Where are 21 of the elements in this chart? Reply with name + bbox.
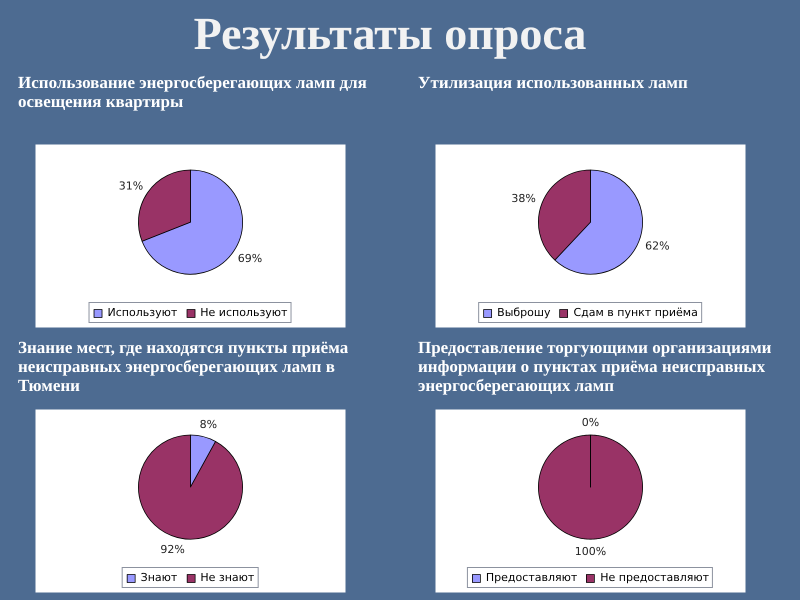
chart-title: Утилизация использованных ламп bbox=[418, 73, 688, 92]
data-label: 8% bbox=[200, 418, 218, 432]
data-label: 100% bbox=[574, 545, 606, 558]
legend-label: Выброшу bbox=[497, 306, 550, 319]
text: Результаты опроса bbox=[194, 7, 586, 61]
legend-label: Сдам в пункт приёма bbox=[573, 306, 698, 319]
legend-label: Не знают bbox=[200, 571, 254, 584]
legend-label: Не используют bbox=[200, 306, 288, 319]
data-label: 62% bbox=[645, 239, 670, 252]
text: 0% bbox=[582, 416, 600, 430]
chart-title: Знание мест, где находятся пункты приёма неисправных энергосберегающих ламп в Тюмени bbox=[18, 338, 350, 395]
data-label: 31% bbox=[118, 179, 144, 192]
chart-title: Предоставление торгующими организациями информации о пунктах приёма неисправных энергосберегающих ламп bbox=[418, 338, 772, 395]
legend-label: Знают bbox=[140, 571, 178, 584]
chart-title: Использование энергосберегающих ламп для освещения квартиры bbox=[18, 73, 368, 111]
legend-label: Не предоставляют bbox=[600, 571, 710, 584]
data-label: 69% bbox=[238, 252, 262, 265]
data-label: 38% bbox=[511, 192, 536, 205]
legend-label: Предоставляют bbox=[486, 571, 578, 584]
data-label: 92% bbox=[160, 543, 185, 556]
legend-label: Используют bbox=[108, 306, 178, 319]
